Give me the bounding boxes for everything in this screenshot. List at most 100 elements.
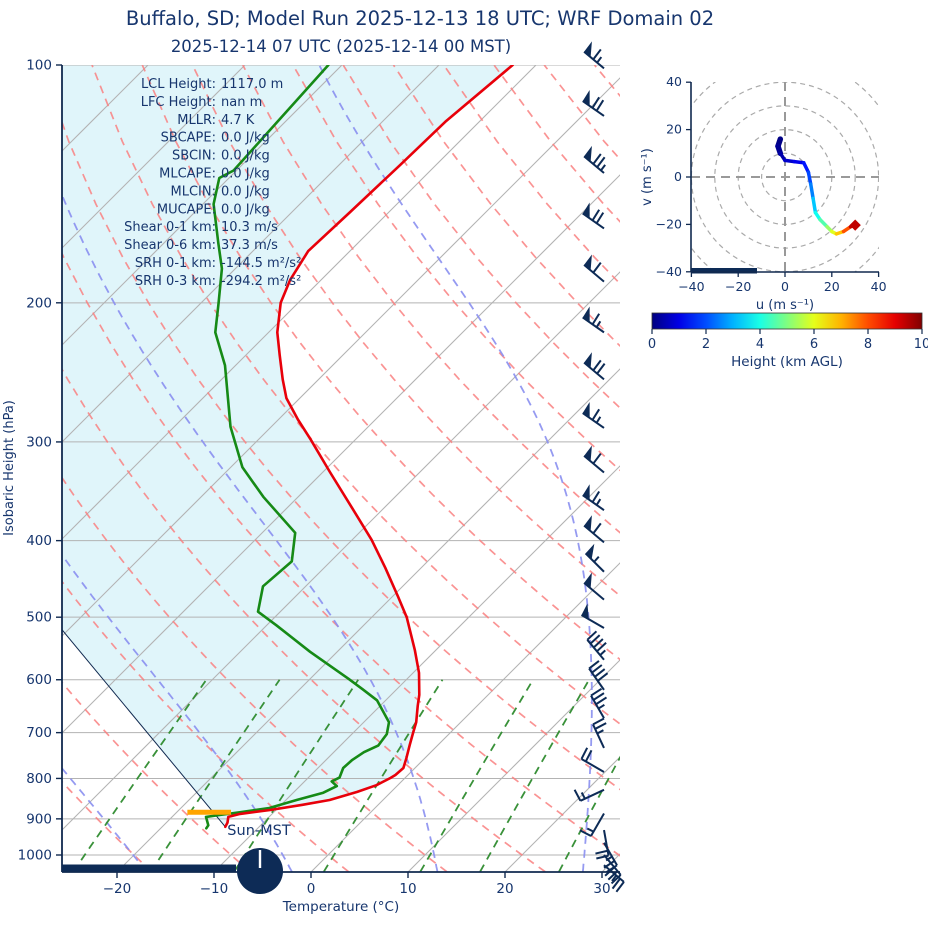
barb-full <box>595 723 606 729</box>
wind-barb <box>583 202 604 228</box>
barb-full <box>593 719 604 725</box>
surface-night-bar <box>62 865 236 872</box>
hodograph-trace-segment <box>808 172 810 184</box>
x-tick-label: 30 <box>593 881 610 897</box>
stat-label: SBCIN: <box>172 149 216 164</box>
stat-value: 4.7 K <box>221 113 255 128</box>
wind-barb <box>581 748 604 772</box>
hodo-y-tick-label: 0 <box>674 169 682 184</box>
colorbar-tick-label: 8 <box>864 337 872 352</box>
barb-half <box>597 57 601 63</box>
wind-barb <box>583 484 604 510</box>
barb-full <box>593 454 601 464</box>
stat-value: 0.0 J/kg <box>221 149 270 164</box>
stat-label: SRH 0-1 km: <box>135 256 216 271</box>
isotherm-line <box>408 65 928 872</box>
y-tick-label: 700 <box>26 725 52 741</box>
valid-time-subtitle: 2025-12-14 07 UTC (2025-12-14 00 MST) <box>171 37 511 56</box>
y-tick-label: 600 <box>26 672 52 688</box>
stat-value: -144.5 m²/s² <box>221 256 301 271</box>
negative-area-shading <box>62 65 513 827</box>
dry-adiabat-line <box>494 65 928 872</box>
stat-value: 1117.0 m <box>221 77 283 92</box>
barb-flag <box>584 41 592 57</box>
barb-half <box>597 499 601 505</box>
cin-shade-region <box>62 65 513 827</box>
wind-barb <box>583 402 604 428</box>
barb-staff <box>584 456 604 473</box>
hodo-x-tick-label: 40 <box>871 279 887 294</box>
y-tick-label: 300 <box>26 434 52 450</box>
dry-adiabat-line <box>444 65 928 872</box>
wind-barb <box>586 544 604 572</box>
colorbar-tick-label: 2 <box>702 337 710 352</box>
barb-flag <box>584 445 592 461</box>
moist-adiabat-line <box>0 65 1 872</box>
barb-half <box>599 705 605 709</box>
barb-full <box>593 210 600 221</box>
barb-full <box>593 97 600 108</box>
trace-end-marker <box>850 219 861 230</box>
mixing-ratio-line <box>420 680 533 872</box>
stat-label: MLCAPE: <box>159 167 216 182</box>
stat-label: Shear 0-6 km: <box>124 238 216 253</box>
y-tick-label: 400 <box>26 533 52 549</box>
barb-staff <box>584 265 604 282</box>
colorbar-tick-label: 0 <box>648 337 656 352</box>
hodograph-trace-segment <box>811 184 813 198</box>
dry-adiabat-line <box>745 65 928 872</box>
barb-staff <box>587 640 604 660</box>
stat-value: -294.2 m²/s² <box>221 274 301 289</box>
y-tick-label: 800 <box>26 771 52 787</box>
barb-full <box>581 748 587 759</box>
barb-full <box>594 693 604 700</box>
y-tick-label: 500 <box>26 610 52 626</box>
stat-label: MUCAPE: <box>157 202 216 217</box>
x-axis-label: Temperature (°C) <box>282 899 400 915</box>
wind-barb <box>584 445 604 472</box>
barb-full <box>593 409 600 420</box>
stat-value: nan m <box>221 95 262 110</box>
hodo-x-tick-label: −40 <box>678 279 704 294</box>
barb-staff <box>584 156 604 173</box>
isotherm-line <box>699 65 928 872</box>
x-tick-label: 10 <box>399 881 416 897</box>
colorbar-tick-label: 10 <box>914 337 928 352</box>
barb-flag <box>586 544 595 560</box>
stat-value: 10.3 m/s <box>221 220 278 235</box>
height-colorbar: 0 2 4 6 8 10 <box>648 313 928 352</box>
stat-label: MLLR: <box>177 113 216 128</box>
wind-barb <box>584 515 604 542</box>
hodo-y-tick-label: 20 <box>666 122 682 137</box>
barb-staff <box>584 52 604 69</box>
barb-flag <box>584 352 592 368</box>
colorbar-tick-label: 4 <box>756 337 764 352</box>
barb-staff <box>581 759 604 772</box>
stat-label: Shear 0-1 km: <box>124 220 216 235</box>
y-tick-label: 1000 <box>18 848 52 864</box>
x-tick-label: −20 <box>103 881 132 897</box>
dry-adiabat-line <box>544 65 928 872</box>
stat-label: LFC Height: <box>141 95 216 110</box>
hodograph-y-label: v (m s⁻¹) <box>640 148 655 206</box>
y-axis-label: Isobaric Height (hPa) <box>2 400 17 536</box>
hodo-x-tick-label: 20 <box>824 279 840 294</box>
colorbar-tick-label: 6 <box>810 337 818 352</box>
wind-barb <box>595 830 608 858</box>
sun-clock-label: Sun-MST <box>227 823 291 839</box>
x-tick-label: −10 <box>200 881 229 897</box>
barb-flag <box>584 515 592 531</box>
stat-value: 0.0 J/kg <box>221 167 270 182</box>
barb-full <box>597 100 604 111</box>
hodo-y-tick-label: 40 <box>666 74 682 89</box>
hodo-y-tick-label: −40 <box>656 264 682 279</box>
wind-barb <box>584 146 605 173</box>
stat-value: 0.0 J/kg <box>221 184 270 199</box>
barb-flag <box>584 255 592 271</box>
wind-barb <box>584 41 604 68</box>
hodograph-x-label: u (m s⁻¹) <box>756 298 814 313</box>
barb-half <box>597 417 601 423</box>
stat-label: SBCAPE: <box>161 131 216 146</box>
